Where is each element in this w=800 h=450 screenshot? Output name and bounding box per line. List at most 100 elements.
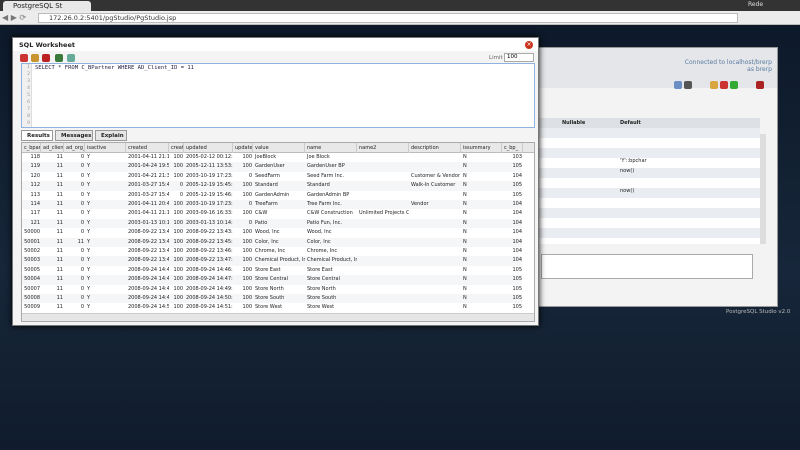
row[interactable] bbox=[22, 284, 522, 294]
address-bar[interactable]: 172.26.0.2:5401/pgStudio/PgStudio.jsp bbox=[38, 13, 738, 23]
h-scrollbar[interactable] bbox=[22, 313, 534, 321]
row[interactable] bbox=[22, 218, 522, 229]
sql-editor[interactable]: 1 2 3 4 5 6 7 8 9 SELECT * FROM C_BPartner WHERE… bbox=[21, 63, 535, 128]
row[interactable] bbox=[22, 171, 522, 182]
column-header[interactable]: isactive bbox=[86, 143, 126, 153]
row[interactable] bbox=[22, 294, 522, 304]
row[interactable] bbox=[22, 181, 522, 191]
row[interactable] bbox=[22, 265, 522, 276]
cell: 104 bbox=[512, 172, 522, 179]
cell: 100 bbox=[242, 229, 252, 236]
icon[interactable] bbox=[31, 54, 39, 62]
row[interactable] bbox=[22, 209, 522, 219]
column-header[interactable]: name bbox=[306, 143, 357, 153]
cell: 100 bbox=[173, 295, 183, 301]
column-header[interactable]: updatedb bbox=[235, 143, 253, 153]
profile-name[interactable]: Rede bbox=[748, 1, 764, 8]
cell: 11 bbox=[56, 285, 63, 292]
scrollbar[interactable] bbox=[760, 134, 766, 244]
cell: Walk-In Customer bbox=[411, 182, 456, 189]
column-header[interactable]: updated bbox=[185, 143, 233, 153]
row[interactable] bbox=[22, 275, 522, 285]
browser-tab[interactable]: PostgreSQL St bbox=[3, 1, 91, 11]
cell: 50007 bbox=[24, 285, 40, 292]
limit-select[interactable]: 100 bbox=[504, 53, 534, 62]
cell: 50008 bbox=[24, 295, 40, 301]
column-header[interactable]: description bbox=[410, 143, 461, 153]
column-header[interactable]: c_bp_ bbox=[503, 143, 523, 153]
row[interactable] bbox=[22, 228, 522, 238]
icon[interactable] bbox=[720, 81, 728, 89]
default-value: 'Y'::bpchar bbox=[620, 158, 647, 164]
cell: 11 bbox=[56, 295, 63, 301]
icon[interactable] bbox=[20, 54, 28, 62]
limit-label: Limit bbox=[489, 55, 503, 61]
cell: 11 bbox=[56, 266, 63, 273]
cell: 100 bbox=[242, 257, 252, 264]
cell: N bbox=[463, 210, 467, 217]
close-button[interactable]: × bbox=[525, 41, 533, 49]
icon[interactable] bbox=[674, 81, 682, 89]
icon[interactable] bbox=[67, 54, 75, 62]
results-grid: c_bpartnead_clientad_org_iisactivecreate… bbox=[21, 142, 535, 322]
cell: 0 bbox=[80, 210, 84, 217]
icon[interactable] bbox=[55, 54, 63, 62]
column-header[interactable]: ad_org_i bbox=[66, 143, 85, 153]
icon[interactable] bbox=[42, 54, 50, 62]
tab[interactable]: Explain bbox=[95, 130, 127, 141]
column-header[interactable]: createdb bbox=[171, 143, 184, 153]
cell: Patio bbox=[255, 219, 268, 226]
cell: 120 bbox=[30, 172, 40, 179]
nav-buttons[interactable]: ◀ ▶ ⟳ bbox=[2, 13, 27, 22]
tab[interactable]: Messages bbox=[55, 130, 93, 141]
cell: 112 bbox=[30, 182, 40, 189]
column-header: Nullable bbox=[562, 120, 586, 126]
row[interactable] bbox=[22, 303, 522, 313]
cell: 0 bbox=[80, 229, 84, 236]
cell: 100 bbox=[173, 154, 183, 160]
cell: N bbox=[463, 248, 467, 254]
cell: Store Central bbox=[307, 276, 341, 283]
row[interactable] bbox=[22, 237, 522, 247]
cell: 100 bbox=[242, 266, 252, 273]
tab[interactable]: Results bbox=[21, 130, 53, 141]
column-header[interactable]: name2 bbox=[358, 143, 409, 153]
icon[interactable] bbox=[730, 81, 738, 89]
icon[interactable] bbox=[756, 81, 764, 89]
icon[interactable] bbox=[710, 81, 718, 89]
line-number: 9 bbox=[27, 121, 30, 126]
row[interactable] bbox=[22, 256, 522, 266]
comment-box[interactable] bbox=[541, 254, 753, 279]
column-header[interactable]: ad_client bbox=[43, 143, 64, 153]
default-value: now() bbox=[620, 168, 635, 174]
icon[interactable] bbox=[684, 81, 692, 89]
cell: 119 bbox=[30, 163, 40, 170]
row[interactable] bbox=[22, 153, 522, 163]
cell: 2001-04-11 21:11:3 bbox=[128, 210, 169, 217]
row[interactable] bbox=[22, 247, 522, 257]
sql-query[interactable]: SELECT * FROM C_BPartner WHERE AD_Client… bbox=[35, 65, 194, 71]
cell: Store North bbox=[307, 285, 336, 292]
column-header[interactable]: c_bpartne bbox=[24, 143, 41, 153]
cell: Color, Inc bbox=[307, 238, 331, 245]
grid-header bbox=[538, 118, 760, 128]
cell: 100 bbox=[242, 182, 252, 189]
row[interactable] bbox=[22, 162, 522, 172]
cell: Customer & Vendor bbox=[411, 172, 460, 179]
cell: 100 bbox=[173, 201, 183, 207]
cell: 0 bbox=[80, 201, 84, 207]
column-header[interactable]: value bbox=[254, 143, 305, 153]
cell: N bbox=[463, 154, 467, 160]
row[interactable] bbox=[22, 190, 522, 200]
cell: 100 bbox=[242, 285, 252, 292]
cell: 2005-12-11 13:53:5 bbox=[186, 163, 233, 170]
cell: 50000 bbox=[24, 229, 40, 236]
cell: 2003-10-19 17:23:0 bbox=[186, 172, 233, 179]
row[interactable] bbox=[22, 200, 522, 210]
grid-header-row: Nullable Default bbox=[538, 118, 760, 128]
column-header[interactable]: issummary bbox=[462, 143, 502, 153]
column-header[interactable]: created bbox=[127, 143, 169, 153]
cell: 11 bbox=[77, 238, 84, 245]
cell: 104 bbox=[512, 229, 522, 236]
